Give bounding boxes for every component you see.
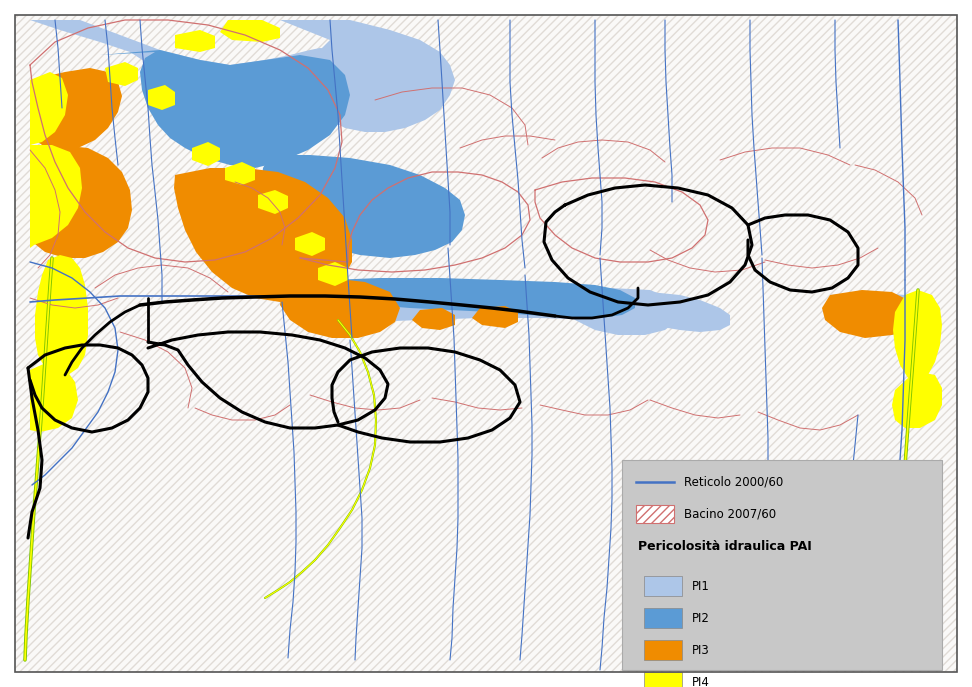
Polygon shape — [893, 290, 942, 382]
Polygon shape — [412, 308, 455, 330]
Polygon shape — [30, 145, 132, 258]
Polygon shape — [562, 288, 680, 335]
Polygon shape — [100, 50, 350, 168]
Polygon shape — [30, 145, 82, 248]
Polygon shape — [318, 262, 348, 286]
Bar — [644, 640, 682, 660]
Polygon shape — [892, 372, 942, 428]
Text: PI4: PI4 — [692, 675, 710, 687]
Polygon shape — [35, 255, 88, 375]
Polygon shape — [295, 232, 325, 256]
Text: Reticolo 2000/60: Reticolo 2000/60 — [684, 475, 783, 488]
Polygon shape — [105, 62, 138, 86]
Polygon shape — [192, 142, 220, 166]
Polygon shape — [30, 72, 68, 145]
Bar — [622, 460, 942, 670]
Polygon shape — [220, 20, 280, 42]
Polygon shape — [30, 20, 345, 152]
Bar — [644, 672, 682, 687]
Polygon shape — [174, 168, 352, 302]
Polygon shape — [258, 190, 288, 214]
Polygon shape — [175, 30, 215, 52]
Polygon shape — [830, 295, 922, 330]
Polygon shape — [30, 362, 78, 432]
Bar — [636, 505, 674, 523]
Text: PI1: PI1 — [692, 580, 710, 592]
Polygon shape — [262, 155, 465, 258]
Bar — [644, 608, 682, 628]
Polygon shape — [148, 85, 175, 110]
Bar — [644, 576, 682, 596]
Polygon shape — [280, 278, 400, 338]
Text: Pericolosità idraulica PAI: Pericolosità idraulica PAI — [638, 539, 812, 552]
Text: PI3: PI3 — [692, 644, 710, 657]
Text: Bacino 2007/60: Bacino 2007/60 — [684, 508, 776, 521]
Polygon shape — [830, 292, 935, 335]
Text: PI2: PI2 — [692, 611, 710, 624]
Polygon shape — [472, 306, 518, 328]
Polygon shape — [822, 290, 918, 338]
Polygon shape — [280, 20, 455, 132]
Polygon shape — [30, 68, 122, 150]
Polygon shape — [225, 162, 255, 185]
Polygon shape — [312, 290, 730, 332]
Polygon shape — [328, 278, 635, 318]
